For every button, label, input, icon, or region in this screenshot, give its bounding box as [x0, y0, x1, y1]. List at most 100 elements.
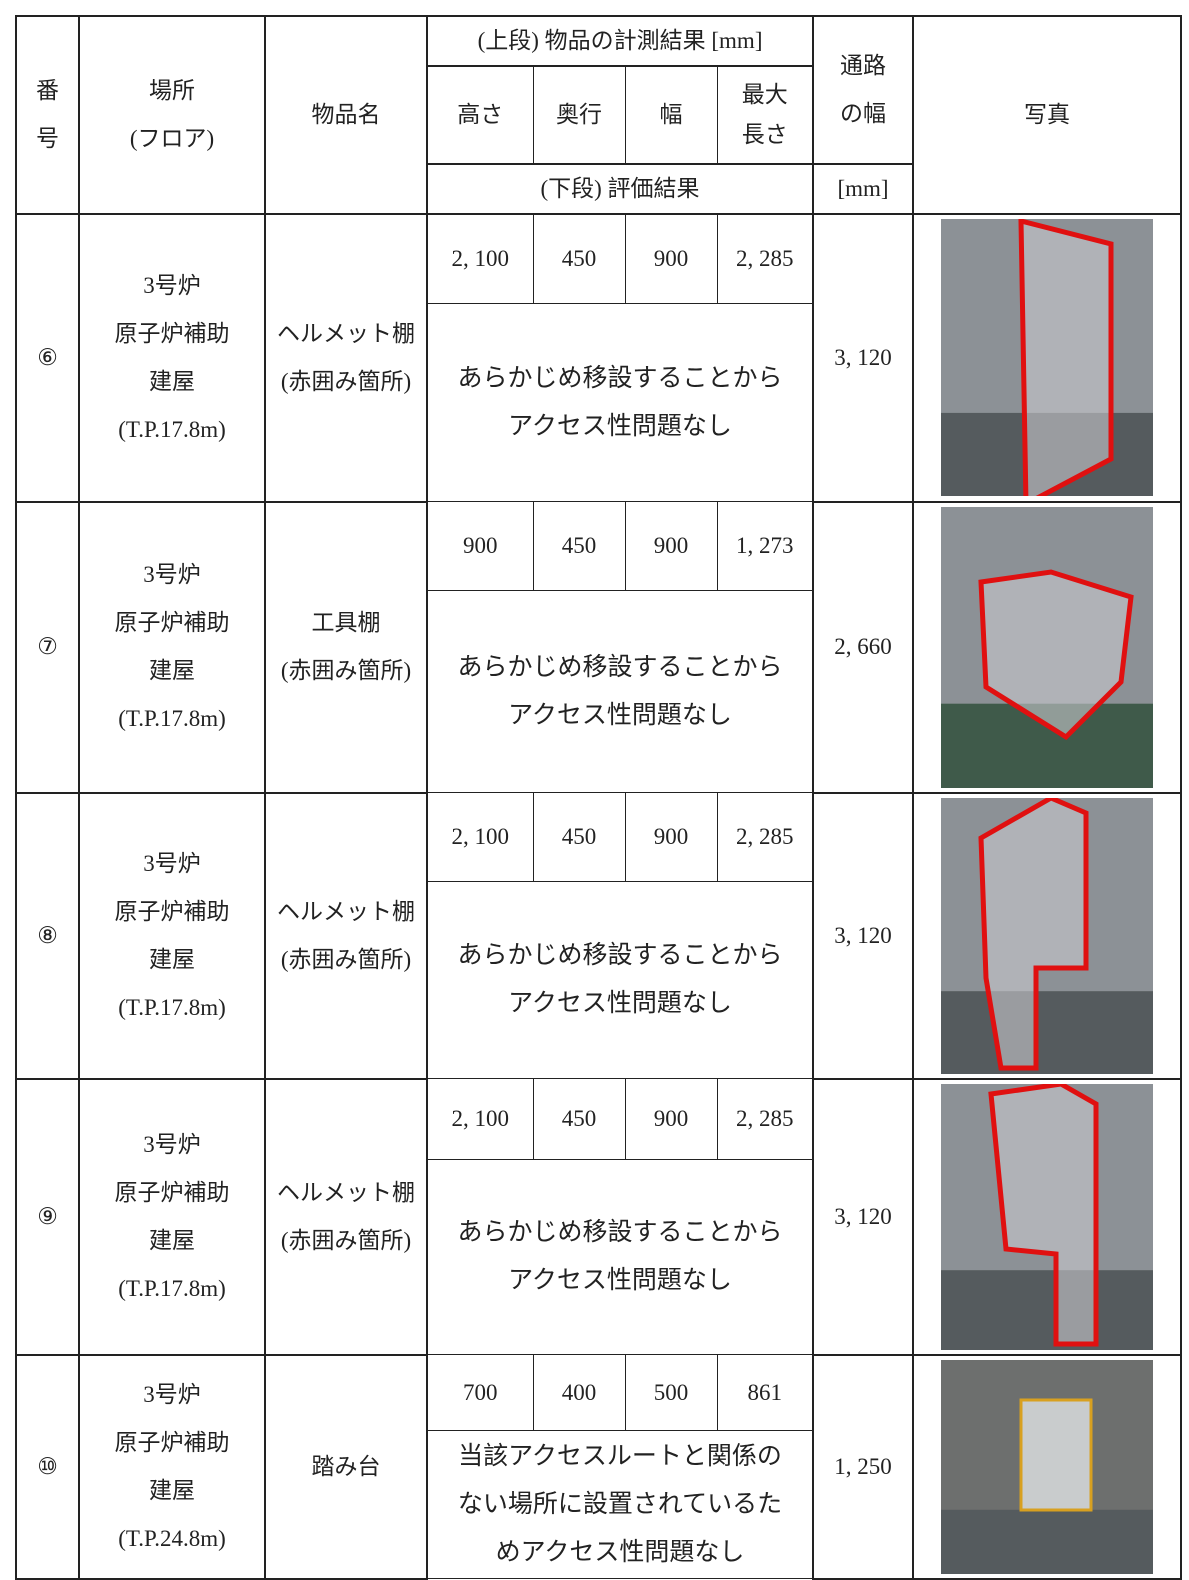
- text-line: ヘルメット棚: [277, 898, 415, 924]
- location-cell: 3号炉原子炉補助建屋 (T.P.17.8m): [78, 500, 266, 794]
- passage-cell: 3, 120: [812, 213, 915, 503]
- table: 番号場所 (フロア) 物品名 (上段) 物品の計測結果 [mm] 通路 の幅 写真 高さ 奥行幅…: [15, 15, 1183, 1580]
- text-line: 番: [36, 78, 59, 103]
- header-cell: 場所 (フロア): [78, 15, 266, 215]
- measure-cell: 500: [624, 1354, 718, 1431]
- measure-cell: 900: [426, 501, 534, 591]
- text-line: (T.P.17.8m): [118, 706, 226, 731]
- item-cell: ヘルメット棚 (赤囲み箇所): [264, 791, 428, 1080]
- text-line: (T.P.17.8m): [118, 994, 226, 1020]
- text-line: の幅: [840, 101, 887, 126]
- table-body: 番号場所 (フロア) 物品名 (上段) 物品の計測結果 [mm] 通路 の幅 写真 高さ 奥行幅…: [15, 15, 1183, 1580]
- text-line: 最大: [741, 82, 788, 107]
- measure-cell: 900: [624, 1078, 718, 1160]
- header-row: 高さ 奥行幅最大 長さ: [16, 65, 1181, 165]
- result-cell: あらかじめ移設することから アクセス性問題なし: [426, 881, 814, 1079]
- text-line: アクセス性問題なし: [508, 412, 732, 440]
- text-line: 通路: [840, 53, 887, 78]
- photo: [912, 1077, 1183, 1356]
- header-cell: 幅: [624, 65, 718, 165]
- data-row: ⑨ 3号炉 原子炉補助 建屋 (T.P.17.8m) ヘルメット棚 (赤囲み箇所) 2, 10…: [15, 1077, 1183, 1356]
- data-row: ⑦ 3号炉 原子炉補助 建屋 (T.P.17.8m) 工具棚 (赤囲み箇所) 900 450 90…: [15, 500, 1183, 794]
- number-cell: ⑦: [15, 500, 80, 794]
- text-line: (赤囲み箇所): [280, 368, 412, 394]
- number-cell: ⑩: [15, 1353, 80, 1580]
- result-cell: あらかじめ移設することから アクセス性問題なし: [426, 590, 814, 793]
- header-cell: 物品名: [264, 15, 428, 215]
- measure-cell: 900: [624, 213, 718, 304]
- data-row: ⑥ 3号炉原子炉補助建屋 (T.P.17.8m) ヘルメット棚 (赤囲み箇所) 2, 10…: [15, 213, 1183, 503]
- text-line: 原子炉補助: [114, 898, 230, 924]
- photo: [912, 791, 1183, 1080]
- text-line: アクセス性問題なし: [508, 1267, 732, 1294]
- text-line: 建屋: [149, 1477, 195, 1503]
- measure-cell: 450: [532, 792, 626, 882]
- text-line: (T.P.17.8m): [118, 1275, 226, 1301]
- text-line: アクセス性問題なし: [508, 701, 732, 729]
- measure-cell: 2, 100: [426, 213, 534, 304]
- data-row: あらかじめ移設することから アクセス性問題なし: [16, 590, 1181, 793]
- text-line: あらかじめ移設することから: [457, 364, 783, 392]
- text-line: めアクセス性問題なし: [495, 1538, 745, 1566]
- text-line: 建屋: [149, 658, 195, 683]
- text-line: 原子炉補助: [114, 610, 230, 635]
- measure-cell: 2, 285: [716, 792, 814, 882]
- text-line: 長さ: [741, 122, 788, 147]
- text-line: 原子炉補助: [114, 1179, 230, 1205]
- photo-image: [941, 1083, 1154, 1350]
- photo-image: [941, 1359, 1154, 1574]
- photo: [912, 213, 1183, 503]
- measure-cell: 900: [624, 792, 718, 882]
- text-line: 原子炉補助: [114, 1429, 230, 1455]
- item-cell: ヘルメット棚 (赤囲み箇所): [264, 1077, 428, 1356]
- item-cell: ヘルメット棚 (赤囲み箇所): [264, 213, 428, 503]
- data-row: あらかじめ移設することから アクセス性問題なし: [16, 881, 1181, 1079]
- text-line: (赤囲み箇所): [280, 946, 412, 972]
- data-row: ⑧ 3号炉 原子炉補助 建屋 (T.P.17.8m) ヘルメット棚 (赤囲み箇所) 2, 10…: [15, 791, 1183, 1080]
- item-cell: 踏み台: [264, 1353, 428, 1580]
- photo-image: [941, 506, 1154, 788]
- text-line: 原子炉補助: [114, 320, 230, 346]
- header-cell: 番号: [15, 15, 80, 215]
- text-line: 3号炉: [143, 850, 201, 876]
- number-cell: ⑥: [15, 213, 80, 503]
- photo: [912, 500, 1183, 794]
- text-line: ない場所に設置されているた: [457, 1490, 783, 1518]
- text-line: 号: [36, 126, 59, 151]
- measure-cell: 2, 285: [716, 1078, 814, 1160]
- measure-cell: 2, 100: [426, 792, 534, 882]
- text-line: (T.P.17.8m): [118, 416, 226, 442]
- measure-cell: 900: [624, 501, 718, 591]
- header-cell: 高さ: [426, 65, 534, 165]
- text-line: あらかじめ移設することから: [457, 942, 783, 969]
- passage-cell: 2, 660: [812, 500, 915, 794]
- text-line: あらかじめ移設することから: [457, 653, 783, 681]
- header-cell: 写真: [912, 15, 1183, 215]
- measure-cell: 1, 273: [716, 501, 814, 591]
- photo: [912, 1353, 1183, 1580]
- text-line: 3号炉: [143, 562, 201, 587]
- passage-cell: 1, 250: [812, 1353, 915, 1580]
- text-line: 3号炉: [143, 1381, 201, 1407]
- number-cell: ⑨: [15, 1077, 80, 1356]
- text-line: 当該アクセスルートと関係の: [458, 1442, 782, 1470]
- text-line: 踏み台: [311, 1453, 381, 1479]
- data-row: 当該アクセスルートと関係の ない場所に設置されているた めアクセス性問題なし: [16, 1430, 1181, 1579]
- text-line: あらかじめ移設することから: [457, 1219, 783, 1246]
- text-line: 建屋: [149, 1227, 195, 1253]
- location-cell: 3号炉 原子炉補助 建屋 (T.P.24.8m): [78, 1353, 266, 1580]
- header-cell: [mm]: [812, 163, 915, 215]
- text-line: 場所: [149, 78, 195, 103]
- text-line: (フロア): [129, 126, 215, 151]
- location-cell: 3号炉原子炉補助建屋 (T.P.17.8m): [78, 213, 266, 503]
- passage-cell: 3, 120: [812, 1077, 915, 1356]
- measure-cell: 400: [532, 1354, 626, 1431]
- header-cell: 通路 の幅: [812, 15, 915, 165]
- header-cell: (上段) 物品の計測結果 [mm]: [425, 15, 815, 67]
- text-line: 建屋: [149, 368, 195, 394]
- item-cell: 工具棚 (赤囲み箇所): [264, 500, 428, 794]
- text-line: 3号炉: [143, 272, 201, 298]
- header-row: (下段) 評価結果 [mm]: [16, 163, 1181, 215]
- number-cell: ⑧: [15, 791, 80, 1080]
